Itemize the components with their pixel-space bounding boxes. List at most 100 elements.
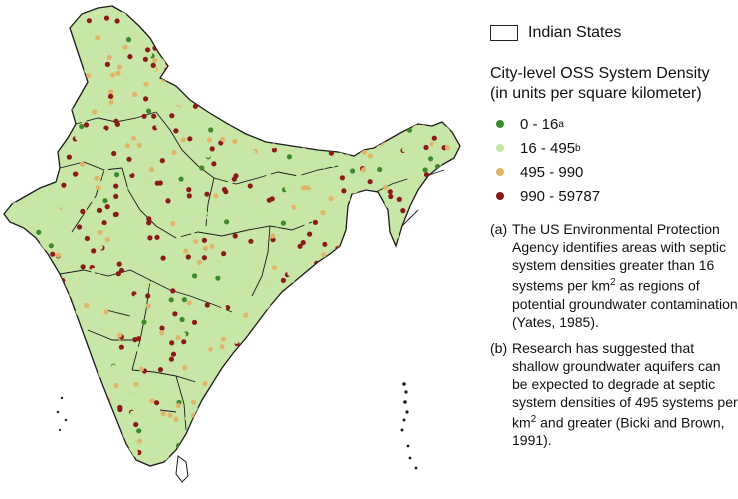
city-point: [326, 240, 333, 246]
city-point: [5, 340, 11, 346]
city-point: [182, 365, 188, 371]
city-point: [262, 10, 268, 16]
city-point: [447, 216, 453, 222]
city-point: [411, 149, 417, 155]
city-point: [248, 284, 254, 290]
city-point: [146, 220, 152, 226]
city-point: [271, 143, 277, 149]
city-point: [404, 173, 410, 179]
city-point: [217, 259, 223, 265]
city-point: [169, 306, 175, 313]
city-point: [297, 438, 303, 444]
city-point: [377, 56, 384, 62]
city-point: [217, 100, 223, 106]
city-point: [171, 149, 177, 156]
city-point: [423, 172, 430, 178]
city-point: [51, 279, 57, 286]
city-point: [121, 100, 128, 106]
city-point: [338, 82, 344, 88]
city-point: [332, 22, 338, 28]
city-point: [237, 22, 243, 28]
city-point: [454, 197, 460, 203]
city-point: [352, 307, 358, 313]
city-point: [79, 123, 85, 130]
city-point: [304, 339, 310, 345]
city-point: [86, 73, 92, 79]
city-point: [326, 259, 332, 265]
city-point: [358, 209, 364, 215]
city-point: [50, 324, 56, 330]
city-point: [143, 283, 149, 289]
city-point: [324, 33, 330, 39]
city-point: [205, 179, 212, 185]
city-point: [365, 32, 371, 38]
city-point: [159, 330, 165, 336]
city-point: [158, 390, 164, 396]
city-point: [337, 223, 344, 229]
city-point: [285, 55, 291, 61]
city-point: [319, 235, 325, 241]
city-point: [56, 387, 62, 393]
city-point: [380, 46, 386, 52]
city-point: [439, 393, 445, 399]
city-point: [80, 208, 86, 214]
city-point: [433, 201, 439, 207]
legend-label: 990 - 59787: [520, 187, 601, 205]
city-point: [76, 224, 83, 230]
city-point: [48, 228, 55, 234]
city-point: [350, 168, 356, 174]
city-point: [238, 43, 244, 49]
city-point: [170, 155, 176, 161]
city-point: [364, 291, 371, 297]
city-point: [204, 191, 210, 197]
city-point: [97, 180, 103, 186]
city-point: [339, 395, 345, 401]
city-point: [270, 410, 276, 416]
city-point: [113, 383, 119, 389]
city-point: [21, 214, 27, 220]
city-point: [394, 359, 400, 365]
city-point: [216, 421, 222, 427]
city-point: [66, 425, 72, 431]
city-point: [314, 128, 320, 134]
city-point: [205, 309, 211, 315]
city-point: [364, 461, 370, 466]
city-point: [387, 342, 393, 348]
city-point: [40, 190, 46, 196]
city-point: [326, 421, 332, 427]
city-point: [28, 6, 34, 11]
city-point: [301, 41, 307, 47]
city-point: [212, 35, 218, 41]
city-point: [453, 53, 459, 59]
city-point: [97, 244, 103, 250]
footnotes: (a) The US Environmental Protection Agen…: [490, 220, 738, 449]
city-point: [40, 267, 46, 273]
city-point: [408, 401, 414, 407]
city-point: [157, 306, 163, 312]
city-point: [51, 321, 57, 328]
city-point: [120, 25, 127, 32]
city-point: [111, 231, 117, 237]
city-point: [423, 245, 429, 251]
city-point: [376, 145, 382, 151]
city-point: [211, 392, 217, 399]
city-point: [136, 142, 142, 148]
city-point: [55, 252, 62, 258]
city-point: [94, 175, 100, 181]
city-point: [334, 65, 340, 71]
city-point: [62, 170, 68, 176]
city-point: [380, 420, 386, 426]
city-point: [359, 366, 365, 372]
city-point: [267, 75, 273, 81]
legend-item: 16 - 495 b: [496, 136, 738, 160]
city-point: [314, 128, 320, 134]
city-point: [406, 79, 412, 85]
city-point: [16, 332, 22, 338]
city-point: [5, 151, 11, 157]
city-point: [139, 345, 145, 351]
city-point: [361, 112, 367, 118]
city-point: [383, 294, 389, 300]
city-point: [16, 400, 22, 406]
city-point: [28, 407, 34, 414]
city-point: [346, 284, 352, 290]
